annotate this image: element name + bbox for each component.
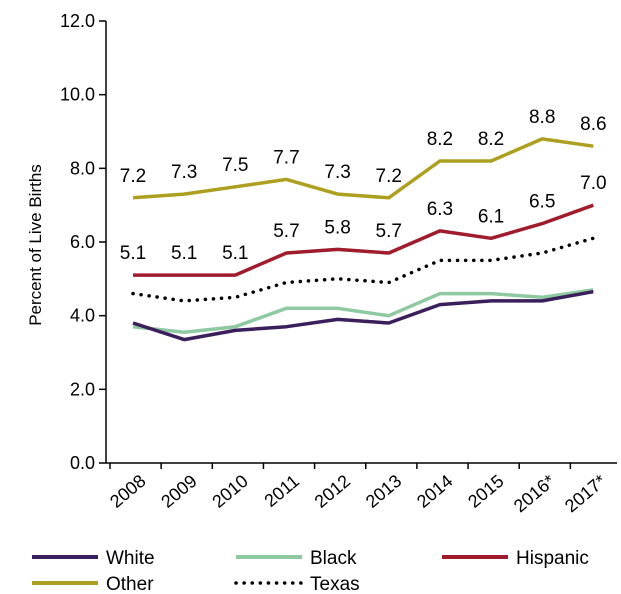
- x-tick-label: 2016*: [510, 471, 559, 517]
- data-labels: 5.1 5.1 5.1 5.7 5.8 5.7 6.3 6.1 6.5 7.0 7.2 7.3 7.5 7…: [120, 107, 607, 264]
- data-label-other: 7.2: [376, 166, 402, 187]
- data-label-other: 7.2: [120, 166, 146, 187]
- series-line-white: [132, 289, 594, 342]
- series-line-hispanic: [133, 203, 594, 277]
- y-axis-title-group: Percent of Live Births: [26, 164, 45, 326]
- data-label-hispanic: 5.8: [324, 217, 350, 238]
- series-line-black: [132, 288, 594, 334]
- data-label-hispanic: 6.1: [478, 206, 504, 227]
- legend-label-hispanic: Hispanic: [516, 548, 589, 569]
- data-label-other: 7.3: [324, 162, 350, 183]
- x-tick-label: 2012: [311, 471, 355, 512]
- y-tick-label: 0.0: [70, 453, 95, 473]
- data-label-other: 8.8: [529, 107, 555, 128]
- data-label-hispanic: 5.7: [376, 221, 402, 242]
- legend: White Black Hispanic Other Texas: [32, 548, 589, 594]
- data-label-hispanic: 7.0: [580, 173, 606, 194]
- x-ticks: 2008 2009 2010 2011 2012 2013 2014 2015 2016* 201…: [106, 463, 610, 516]
- data-label-hispanic: 5.7: [273, 221, 299, 242]
- series-line-texas: [131, 236, 596, 303]
- series-lines: [131, 137, 596, 342]
- data-label-other: 8.2: [478, 129, 504, 150]
- x-tick-label: 2008: [106, 471, 150, 512]
- data-label-hispanic: 5.1: [222, 243, 248, 264]
- x-tick-label: 2010: [208, 471, 252, 512]
- y-tick-label: 6.0: [70, 232, 95, 252]
- legend-label-white: White: [106, 548, 155, 569]
- legend-label-black: Black: [310, 548, 357, 569]
- data-label-other: 8.6: [580, 114, 606, 135]
- x-tick-label: 2009: [157, 471, 201, 512]
- y-tick-label: 2.0: [70, 379, 95, 399]
- y-ticks: 0.0 2.0 4.0 6.0 8.0 10.0 12.0: [60, 11, 106, 473]
- data-label-other: 8.2: [427, 129, 453, 150]
- x-tick-label: 2013: [362, 471, 406, 512]
- legend-label-texas: Texas: [310, 574, 360, 594]
- y-tick-label: 8.0: [70, 158, 95, 178]
- data-label-other: 7.7: [273, 147, 299, 168]
- x-tick-label: 2017*: [561, 471, 610, 517]
- x-tick-label: 2011: [261, 471, 304, 511]
- data-label-hispanic: 5.1: [120, 243, 146, 264]
- series-line-other: [132, 137, 594, 200]
- data-label-hispanic: 6.5: [529, 192, 555, 213]
- y-axis-title: Percent of Live Births: [26, 164, 45, 326]
- data-label-hispanic: 5.1: [171, 243, 197, 264]
- data-label-hispanic: 6.3: [427, 199, 453, 220]
- data-label-other: 7.3: [171, 162, 197, 183]
- x-tick-label: 2014: [413, 471, 457, 512]
- legend-label-other: Other: [106, 574, 154, 594]
- axes: [105, 21, 617, 464]
- y-tick-label: 10.0: [60, 85, 95, 105]
- x-tick-label: 2015: [464, 471, 508, 512]
- data-label-other: 7.5: [222, 155, 248, 176]
- y-tick-label: 12.0: [60, 11, 95, 31]
- y-tick-label: 4.0: [70, 306, 95, 326]
